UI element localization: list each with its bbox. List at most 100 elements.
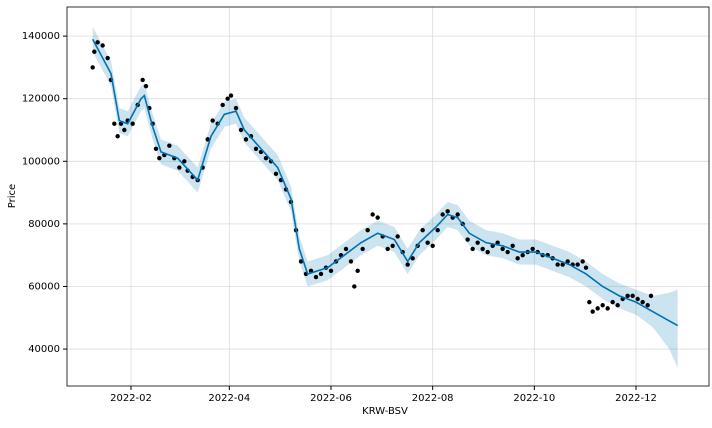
observed-point [328,268,334,274]
observed-point [580,259,585,264]
y-tick-label: 60000 [28,281,60,292]
observed-point [455,212,460,217]
observed-point [485,249,490,255]
observed-point [465,237,470,242]
observed-point [500,246,505,252]
observed-point [410,256,415,261]
observed-point [233,105,239,111]
y-axis-label: Price [7,184,18,208]
observed-point [205,137,210,142]
observed-point [298,259,304,264]
observed-point [182,159,187,164]
observed-point [445,209,450,214]
forecast-line [91,38,679,327]
observed-point [100,43,105,48]
observed-point [90,65,95,70]
observed-point [480,246,485,252]
x-tick-label: 2022-12 [615,393,657,404]
observed-point [313,274,319,280]
observed-point [167,143,172,148]
observed-point [560,262,565,267]
x-tick-label: 2022-02 [110,393,152,404]
observed-point [118,121,124,126]
observed-point [225,96,230,101]
observed-point [600,303,605,308]
observed-point [273,171,279,177]
observed-point [635,296,640,302]
observed-point [143,83,149,89]
observed-point [425,240,430,245]
observed-point [220,102,225,108]
y-tick-label: 80000 [28,219,60,230]
observed-point [625,293,630,299]
observed-point [495,240,500,245]
observed-point [420,227,425,233]
uncertainty-band [92,26,678,368]
observed-point [520,252,525,258]
observed-point [365,227,370,233]
observed-point [587,299,592,305]
observed-point [115,134,120,139]
y-tick-label: 100000 [22,156,60,167]
observed-point [590,309,595,314]
observed-point [390,243,395,248]
observed-point [140,77,145,83]
x-tick-label: 2022-10 [513,393,555,404]
observed-point [210,118,215,123]
x-tick-label: 2022-06 [310,393,352,404]
observed-point [243,137,249,142]
observed-point [130,121,135,126]
observed-point [355,268,360,274]
plot-frame [66,6,710,387]
x-tick-label: 2022-08 [412,393,454,404]
observed-point [348,259,354,264]
observed-point [615,303,620,308]
observed-point [385,246,390,252]
y-tick-label: 120000 [22,94,60,105]
observed-point [435,227,440,233]
observed-point [530,246,535,252]
x-tick-label: 2022-04 [208,393,250,404]
x-axis-label: KRW-BSV [362,406,408,417]
observed-point [515,256,520,261]
observed-point [583,265,589,270]
observed-point [157,155,162,161]
observed-point [555,262,560,267]
observed-point [122,127,127,133]
observed-point [238,127,244,133]
observed-point [153,146,159,151]
observed-point [645,303,650,308]
observed-point [510,243,515,248]
observed-point [375,215,380,220]
observed-point [105,55,110,61]
observed-point [370,212,375,217]
y-tick-label: 140000 [22,31,60,42]
observed-point [605,306,610,311]
observed-point [640,299,645,305]
observed-point [575,262,580,267]
observed-point [228,93,234,98]
observed-point [430,243,435,248]
observed-point [630,293,635,299]
observed-point [505,249,510,255]
observed-point [318,271,324,277]
observed-point [92,49,97,54]
observed-point [343,246,349,252]
observed-point [253,146,259,151]
observed-point [405,262,410,267]
observed-point [470,246,475,252]
observed-point [395,234,400,239]
observed-point [610,299,615,305]
observed-point [360,246,365,252]
observed-point [440,212,445,217]
observed-point [595,306,600,311]
observed-point [648,293,654,299]
observed-point [263,155,269,161]
observed-point [475,240,480,245]
y-tick-label: 40000 [28,344,60,355]
observed-point [95,40,100,45]
observed-point [352,284,357,289]
observed-point [565,259,570,264]
observed-point [177,165,182,170]
